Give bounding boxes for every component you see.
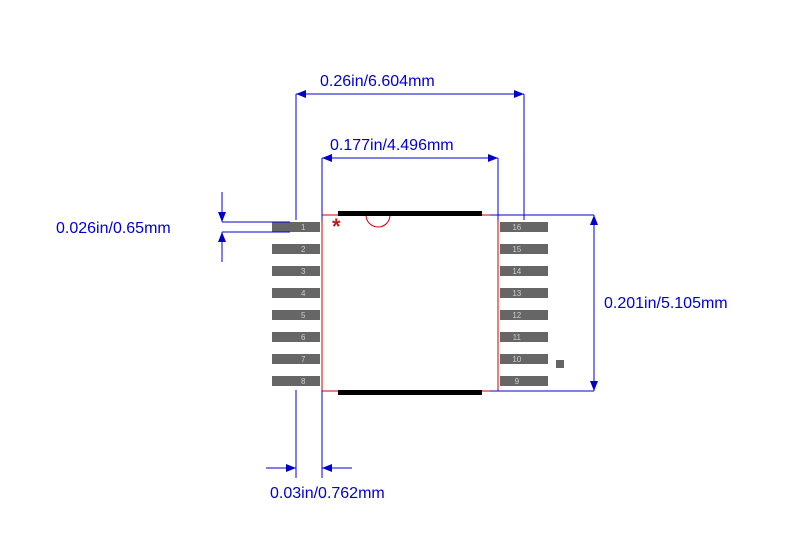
dim-width-outer: 0.26in/6.604mm — [320, 73, 435, 90]
pin-pad — [500, 376, 548, 386]
pin-pad — [272, 266, 320, 276]
dim-arrow — [218, 212, 226, 222]
pin-number: 5 — [301, 311, 306, 320]
dim-arrow — [286, 464, 296, 472]
pin-pad — [272, 244, 320, 254]
dim-arrow — [296, 90, 306, 98]
pin-number: 3 — [301, 267, 306, 276]
edge-bar — [338, 390, 482, 395]
pin-number: 8 — [301, 377, 306, 386]
pin-pad — [272, 288, 320, 298]
dim-gap: 0.03in/0.762mm — [270, 485, 385, 502]
pin-number: 1 — [301, 223, 306, 232]
pin-number: 10 — [512, 355, 521, 364]
pin-pad — [272, 354, 320, 364]
dim-arrow — [514, 90, 524, 98]
pin-number: 6 — [301, 333, 306, 342]
pin-number: 14 — [512, 267, 521, 276]
pin-pad — [500, 288, 548, 298]
pin-number: 11 — [513, 333, 522, 342]
dim-pin-height: 0.026in/0.65mm — [56, 220, 171, 237]
dim-width-inner: 0.177in/4.496mm — [330, 137, 454, 154]
fiducial-marker — [556, 360, 564, 368]
pin-pad — [272, 222, 320, 232]
edge-bar — [338, 211, 482, 216]
pin-number: 16 — [512, 223, 521, 232]
pin-pad — [272, 332, 320, 342]
pin-number: 12 — [512, 311, 521, 320]
dim-height: 0.201in/5.105mm — [604, 295, 728, 312]
pin-number: 15 — [512, 245, 521, 254]
pin-pad — [500, 310, 548, 320]
pin-pad — [500, 244, 548, 254]
pin-pad — [272, 376, 320, 386]
orientation-notch — [366, 215, 390, 227]
dim-arrow — [488, 154, 498, 162]
dim-arrow — [590, 381, 598, 391]
pin-pad — [500, 354, 548, 364]
dim-arrow — [322, 154, 332, 162]
pin-number: 7 — [301, 355, 306, 364]
dim-arrow — [590, 215, 598, 225]
pin1-marker: * — [332, 214, 341, 239]
pin-number: 9 — [515, 377, 520, 386]
dim-arrow — [322, 464, 332, 472]
pin-pad — [272, 310, 320, 320]
pin-pad — [500, 266, 548, 276]
pin-number: 4 — [301, 289, 306, 298]
pin-number: 2 — [301, 245, 306, 254]
pin-pad — [500, 222, 548, 232]
package-body-outline — [322, 215, 498, 391]
dim-arrow — [218, 232, 226, 242]
pin-number: 13 — [512, 289, 521, 298]
pin-pad — [500, 332, 548, 342]
